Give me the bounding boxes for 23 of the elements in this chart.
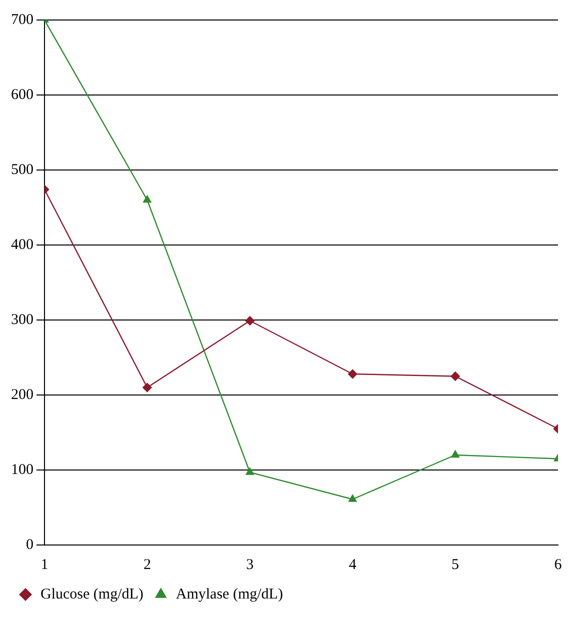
y-tick-label: 400 xyxy=(11,236,34,253)
x-tick-label: 3 xyxy=(246,556,254,573)
point xyxy=(348,494,357,502)
x-tick-label: 6 xyxy=(554,556,562,573)
point xyxy=(451,450,460,458)
y-tick-label: 300 xyxy=(11,312,34,328)
point xyxy=(245,316,254,326)
y-tick-label: 700 xyxy=(11,12,34,28)
point xyxy=(348,369,358,379)
y-tick-label: 600 xyxy=(11,86,34,103)
legend-label: Glucose (mg/dL) xyxy=(40,586,144,602)
point xyxy=(246,468,254,475)
point xyxy=(142,382,152,392)
x-tick-label: 4 xyxy=(348,556,357,573)
y-tick-label: 100 xyxy=(11,462,34,478)
legend-label: Amylase (mg/dL) xyxy=(176,586,283,602)
point xyxy=(450,372,460,381)
y-tick-label: 500 xyxy=(11,162,34,178)
y-tick-label: 0 xyxy=(26,536,34,553)
x-tick-label: 1 xyxy=(40,556,48,573)
x-tick-label: 5 xyxy=(452,556,460,573)
y-tick-label: 200 xyxy=(11,386,34,403)
x-tick-label: 2 xyxy=(143,556,151,573)
